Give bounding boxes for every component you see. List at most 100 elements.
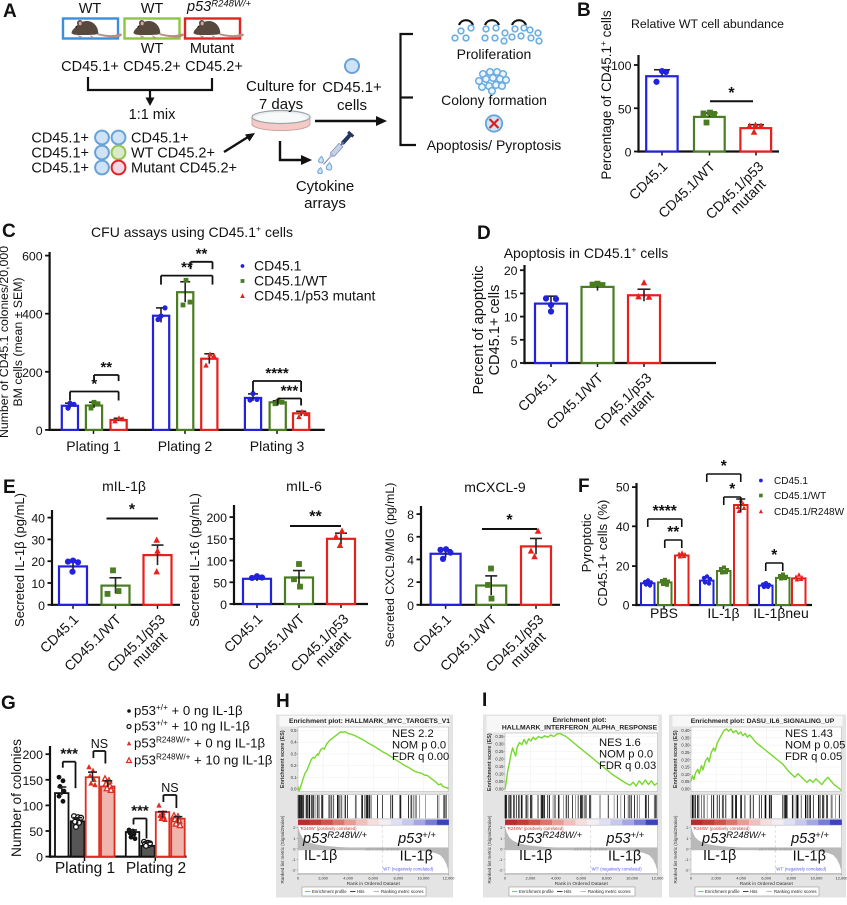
svg-text:Relative WT cell abundance: Relative WT cell abundance bbox=[631, 17, 784, 31]
svg-text:CD45.1+: CD45.1+ bbox=[322, 79, 382, 96]
svg-text:-2: -2 bbox=[292, 867, 296, 872]
svg-text:100: 100 bbox=[22, 799, 43, 813]
svg-text:Rank in Ordered Dataset: Rank in Ordered Dataset bbox=[555, 881, 609, 887]
svg-text:10,000: 10,000 bbox=[810, 875, 823, 880]
svg-text:*: * bbox=[771, 547, 778, 564]
svg-text:8,000: 8,000 bbox=[786, 875, 797, 880]
svg-text:400: 400 bbox=[22, 308, 43, 322]
svg-text:1: 1 bbox=[686, 836, 689, 841]
svg-text:Number of CD45.1 colonies/20,0: Number of CD45.1 colonies/20,000 bbox=[0, 246, 11, 438]
svg-text:Percentage of CD45.1+ cells: Percentage of CD45.1+ cells bbox=[598, 10, 614, 180]
svg-text:0: 0 bbox=[625, 146, 632, 160]
svg-text:G: G bbox=[1, 693, 16, 714]
svg-text:10,000: 10,000 bbox=[417, 875, 430, 880]
svg-text:**: ** bbox=[196, 245, 208, 262]
svg-text:10: 10 bbox=[504, 311, 518, 325]
svg-text:CD45.1/R248W: CD45.1/R248W bbox=[774, 507, 845, 518]
svg-text:-1: -1 bbox=[685, 857, 689, 862]
svg-text:IL-1β: IL-1β bbox=[793, 849, 826, 865]
svg-text:20: 20 bbox=[616, 560, 630, 574]
svg-text:0: 0 bbox=[511, 357, 518, 371]
svg-text:Number of colonies: Number of colonies bbox=[9, 739, 24, 857]
svg-text:CFU assays using CD45.1+ cells: CFU assays using CD45.1+ cells bbox=[91, 224, 293, 240]
svg-text:CD45.1+: CD45.1+ bbox=[31, 131, 89, 147]
svg-text:40: 40 bbox=[616, 520, 630, 534]
svg-text:0.20: 0.20 bbox=[681, 757, 690, 762]
svg-text:Rank in Ordered Dataset: Rank in Ordered Dataset bbox=[740, 881, 794, 887]
svg-text:Ranking metric scores: Ranking metric scores bbox=[381, 889, 424, 894]
svg-text:Hits: Hits bbox=[750, 889, 757, 894]
svg-text:0.20: 0.20 bbox=[495, 757, 504, 762]
svg-text:0.10: 0.10 bbox=[495, 772, 504, 777]
svg-text:0: 0 bbox=[36, 424, 43, 438]
svg-text:****: **** bbox=[265, 365, 289, 382]
svg-text:IL-1β: IL-1β bbox=[304, 848, 337, 864]
svg-text:Plating 2: Plating 2 bbox=[158, 438, 213, 454]
svg-text:-1: -1 bbox=[499, 857, 503, 862]
svg-text:IL-1β: IL-1β bbox=[400, 849, 433, 865]
svg-text:0.25: 0.25 bbox=[681, 750, 690, 755]
svg-text:CD45.2+: CD45.2+ bbox=[185, 59, 243, 75]
svg-text:C: C bbox=[2, 221, 16, 242]
svg-text:100: 100 bbox=[206, 555, 227, 569]
svg-text:0: 0 bbox=[407, 599, 414, 613]
svg-text:Enrichment score (ES): Enrichment score (ES) bbox=[487, 733, 493, 791]
svg-text:CD45.1: CD45.1 bbox=[254, 258, 302, 274]
svg-text:0.00: 0.00 bbox=[681, 787, 690, 792]
svg-text:2: 2 bbox=[500, 825, 503, 830]
svg-text:6,000: 6,000 bbox=[368, 875, 379, 880]
svg-text:CD45.1+ cells (%): CD45.1+ cells (%) bbox=[595, 500, 610, 607]
svg-text:6,000: 6,000 bbox=[576, 875, 587, 880]
svg-text:*: * bbox=[506, 512, 513, 529]
svg-text:150: 150 bbox=[22, 774, 43, 788]
svg-text:0.3: 0.3 bbox=[291, 751, 297, 756]
svg-text:****: **** bbox=[653, 503, 678, 520]
svg-text:Apoptosis/ Pyroptosis: Apoptosis/ Pyroptosis bbox=[427, 137, 562, 153]
svg-text:'WT' (negatively correlated): 'WT' (negatively correlated) bbox=[591, 867, 642, 872]
svg-text:mIL-1β: mIL-1β bbox=[102, 478, 146, 494]
svg-text:Proliferation: Proliferation bbox=[457, 46, 532, 62]
svg-text:12,000: 12,000 bbox=[652, 875, 665, 880]
svg-text:Ranked list metric (Signal2Noi: Ranked list metric (Signal2Noise) bbox=[280, 815, 285, 883]
svg-text:p53R248W/+: p53R248W/+ bbox=[302, 830, 368, 847]
svg-text:Plating 3: Plating 3 bbox=[250, 438, 305, 454]
svg-text:150: 150 bbox=[206, 533, 227, 547]
svg-text:cells: cells bbox=[337, 97, 367, 114]
svg-text:***: *** bbox=[131, 803, 149, 820]
svg-text:0.35: 0.35 bbox=[681, 735, 690, 740]
svg-text:NS: NS bbox=[161, 781, 178, 795]
svg-text:0: 0 bbox=[504, 875, 507, 880]
svg-text:'R248W' (positively correlated: 'R248W' (positively correlated) bbox=[693, 826, 750, 831]
svg-text:Percent of apoptotic: Percent of apoptotic bbox=[471, 266, 487, 395]
svg-text:8,000: 8,000 bbox=[602, 875, 613, 880]
svg-text:Zero cross at 6638: Zero cross at 6638 bbox=[366, 846, 400, 851]
svg-text:NES 1.6: NES 1.6 bbox=[599, 737, 641, 749]
svg-text:2: 2 bbox=[293, 825, 296, 830]
svg-text:p53R248W/+: p53R248W/+ bbox=[701, 830, 767, 847]
svg-text:Ranking metric scores: Ranking metric scores bbox=[588, 889, 631, 894]
svg-text:0.5: 0.5 bbox=[291, 728, 297, 733]
svg-text:CD45.1+: CD45.1+ bbox=[61, 59, 119, 75]
svg-text:0: 0 bbox=[686, 846, 689, 851]
svg-text:8,000: 8,000 bbox=[393, 875, 404, 880]
svg-text:*: * bbox=[728, 85, 735, 102]
svg-text:NOM p 0.0: NOM p 0.0 bbox=[392, 740, 446, 752]
svg-text:Enrichment score (ES): Enrichment score (ES) bbox=[280, 730, 286, 788]
svg-text:p53R248W/+ + 10 ng IL-1β: p53R248W/+ + 10 ng IL-1β bbox=[134, 753, 273, 768]
svg-text:WT CD45.2+: WT CD45.2+ bbox=[131, 146, 215, 162]
svg-text:p53+/+: p53+/+ bbox=[605, 830, 644, 847]
svg-text:PBS: PBS bbox=[650, 605, 678, 621]
svg-text:H: H bbox=[276, 691, 290, 712]
svg-text:-2: -2 bbox=[499, 867, 503, 872]
svg-text:-2: -2 bbox=[685, 867, 689, 872]
svg-text:CD45.1+ cells: CD45.1+ cells bbox=[487, 285, 503, 376]
svg-text:Hits: Hits bbox=[564, 889, 571, 894]
svg-text:50: 50 bbox=[29, 825, 43, 839]
svg-text:0: 0 bbox=[36, 851, 43, 865]
svg-text:0.4: 0.4 bbox=[291, 740, 297, 745]
svg-text:p53+/+ + 10 ng IL-1β: p53+/+ + 10 ng IL-1β bbox=[134, 719, 250, 734]
svg-text:'R248W' (positively correlated: 'R248W' (positively correlated) bbox=[507, 826, 564, 831]
svg-text:p53+/+ + 0 ng IL-1β: p53+/+ + 0 ng IL-1β bbox=[134, 703, 243, 718]
svg-text:NES 2.2: NES 2.2 bbox=[392, 728, 434, 740]
svg-text:Enrichment score (ES): Enrichment score (ES) bbox=[673, 730, 679, 788]
